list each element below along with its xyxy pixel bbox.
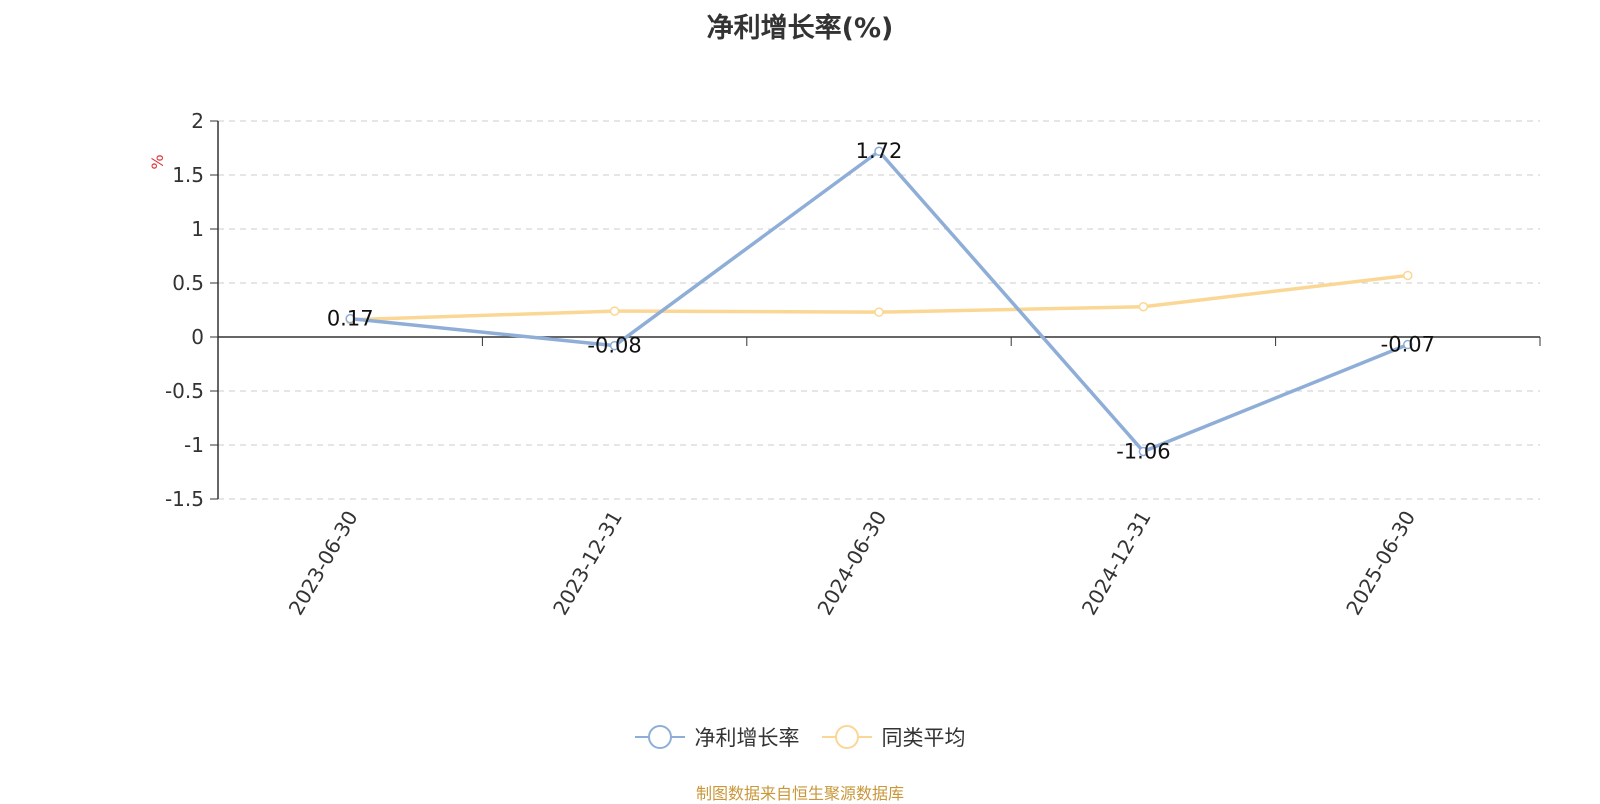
legend-marker-1 [834, 725, 859, 749]
legend-label-0: 净利增长率 [694, 726, 800, 750]
x-tick-label-4: 2025-06-30 [1341, 507, 1420, 620]
legend-label-1: 同类平均 [881, 726, 966, 750]
grid-lines [218, 120, 1540, 500]
y-tick-label-4: 0 [191, 325, 204, 349]
legend-marker-0 [647, 725, 672, 749]
series-0-point-4 [1403, 339, 1413, 350]
data-label-0-4: -0.07 [1381, 333, 1435, 357]
y-tick-label-0: 2 [191, 109, 204, 133]
x-tick-label-3: 2024-12-31 [1077, 507, 1156, 620]
data-label-0-2: 1.72 [856, 139, 903, 163]
legend-line-marker-icon [821, 725, 872, 749]
series-line-0 [350, 149, 1409, 454]
y-tick-label-5: -0.5 [165, 379, 204, 403]
data-label-0-1: -0.08 [587, 334, 641, 358]
legend-item-1[interactable]: 同类平均 [821, 722, 966, 752]
y-tick-label-2: 1 [191, 217, 204, 241]
series-0-point-1 [609, 340, 620, 351]
series-lines [345, 146, 1413, 457]
series-1-point-1 [609, 306, 620, 316]
series-1-point-2 [874, 307, 884, 317]
series-0-point-2 [874, 146, 884, 156]
series-0-point-3 [1138, 446, 1149, 457]
series-1-point-4 [1403, 270, 1413, 281]
x-tick-label-1: 2023-12-31 [548, 507, 627, 620]
y-tick-label-7: -1.5 [165, 487, 204, 511]
legend-item-0[interactable]: 净利增长率 [634, 722, 800, 752]
series-1-point-3 [1138, 302, 1149, 312]
chart-legend: 净利增长率 同类平均 [0, 722, 1600, 752]
chart-title: 净利增长率(%) [706, 13, 894, 44]
data-source-note: 制图数据来自恒生聚源数据库 [695, 784, 904, 803]
legend-line-marker-icon [634, 725, 685, 749]
data-label-0-0: 0.17 [327, 307, 374, 331]
series-0-point-0 [345, 313, 355, 324]
axes: 2 1.5 1 0.5 0 -0.5 -1 -1.5 2023-06-30 2023-12-31 2… [165, 109, 1541, 620]
y-tick-label-3: 0.5 [172, 271, 204, 295]
data-label-0-3: -1.06 [1116, 439, 1170, 463]
y-tick-label-1: 1.5 [172, 163, 204, 187]
data-labels: 0.17 -0.08 1.72 -1.06 -0.07 [327, 139, 1435, 463]
y-axis-unit-label: % [148, 154, 167, 169]
y-tick-label-6: -1 [184, 433, 204, 457]
x-tick-label-2: 2024-06-30 [812, 507, 891, 620]
x-tick-label-0: 2023-06-30 [284, 507, 363, 620]
